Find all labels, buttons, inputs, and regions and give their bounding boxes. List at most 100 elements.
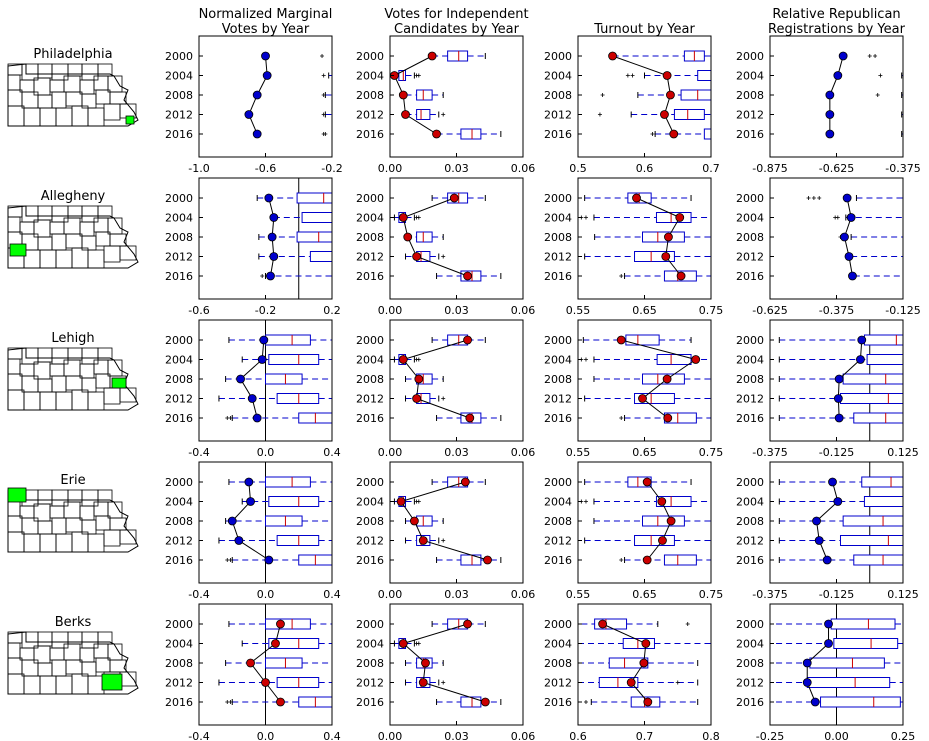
y-tick-label: 2008	[356, 231, 384, 244]
flier	[630, 73, 635, 78]
flier	[228, 558, 233, 562]
x-tick-label: 0.03	[444, 446, 469, 459]
flier	[675, 680, 680, 685]
county-point	[810, 697, 820, 707]
county-point	[412, 252, 422, 261]
y-tick-label: 2012	[356, 109, 384, 122]
county-point	[824, 639, 833, 648]
county-point	[463, 335, 472, 345]
y-tick-label: 2008	[544, 89, 572, 102]
y-tick-label: 2004	[736, 354, 764, 367]
x-tick-label: -0.125	[819, 588, 854, 601]
y-tick-label: 2000	[165, 192, 193, 205]
county-point	[691, 355, 701, 364]
box	[447, 50, 469, 62]
county-point	[465, 413, 475, 423]
box	[853, 412, 903, 424]
county-point	[825, 129, 835, 139]
county-point	[262, 71, 272, 80]
y-tick-label: 2004	[356, 70, 384, 83]
y-tick-label: 2012	[356, 677, 384, 690]
panel-erie-3: 2000 2004 2008 2012 2016 -0.375 -0.125 0.125	[736, 461, 919, 601]
county-point	[398, 213, 408, 222]
axes-frame	[769, 177, 904, 300]
county-point	[642, 555, 652, 565]
y-tick-label: 2000	[736, 334, 764, 347]
county-name: Erie	[60, 473, 85, 488]
box	[634, 535, 675, 546]
county-point	[267, 232, 277, 242]
y-tick-label: 2000	[736, 192, 764, 205]
county-point	[252, 90, 262, 100]
y-tick-label: 2016	[544, 270, 572, 283]
x-tick-label: -0.625	[819, 162, 854, 175]
box	[655, 496, 692, 507]
county-point	[409, 516, 419, 526]
x-tick-label: -0.2	[255, 304, 276, 317]
x-tick-label: 0.00	[378, 730, 403, 741]
flier	[597, 112, 602, 117]
box	[866, 354, 903, 365]
column-title: Votes for Independent	[384, 7, 528, 22]
box	[806, 677, 891, 688]
county-point	[626, 678, 636, 687]
x-tick-label: 0.0	[257, 446, 275, 459]
flier	[875, 93, 880, 97]
county-point	[236, 374, 245, 384]
box	[910, 193, 929, 203]
y-tick-label: 2000	[544, 618, 572, 631]
y-tick-label: 2008	[544, 373, 572, 386]
panel-berks-1: 2000 2004 2008 2012 2016 0.00 0.03 0.06	[356, 603, 535, 741]
county-point	[834, 374, 844, 384]
plot-area	[806, 193, 929, 281]
y-tick-label: 2008	[736, 515, 764, 528]
y-tick-label: 2004	[736, 638, 764, 651]
y-tick-label: 2000	[736, 50, 764, 63]
county-point	[427, 51, 437, 61]
y-tick-label: 2004	[544, 212, 572, 225]
y-tick-label: 2012	[165, 393, 193, 406]
x-tick-label: -1.0	[188, 162, 209, 175]
y-tick-label: 2016	[736, 270, 764, 283]
county-point	[669, 129, 679, 139]
y-tick-label: 2008	[736, 373, 764, 386]
x-tick-label: 0.6	[636, 162, 654, 175]
y-tick-label: 2000	[544, 50, 572, 63]
county-name: Philadelphia	[33, 47, 112, 62]
county-point	[643, 697, 653, 707]
y-tick-label: 2012	[165, 677, 193, 690]
flier	[811, 196, 816, 200]
y-tick-label: 2000	[544, 192, 572, 205]
box	[309, 251, 332, 262]
y-tick-label: 2004	[544, 354, 572, 367]
box	[656, 354, 692, 365]
box	[416, 231, 433, 243]
y-tick-label: 2008	[736, 231, 764, 244]
county-point	[814, 536, 824, 545]
y-tick-label: 2012	[165, 251, 193, 264]
county-point	[463, 271, 472, 281]
county-point	[662, 71, 672, 80]
box	[853, 554, 903, 566]
y-tick-label: 2016	[165, 412, 193, 425]
county-point	[641, 639, 651, 648]
box	[416, 89, 433, 101]
y-tick-label: 2008	[165, 231, 193, 244]
highlighted-county	[101, 673, 123, 691]
county-point	[675, 213, 685, 222]
county-point	[662, 374, 672, 384]
plot-area	[825, 51, 903, 139]
x-tick-label: 0.06	[511, 446, 536, 459]
box	[673, 109, 705, 120]
y-tick-label: 2012	[544, 109, 572, 122]
x-tick-label: 0.00	[378, 162, 403, 175]
y-tick-label: 2008	[356, 515, 384, 528]
county-point	[261, 678, 270, 687]
county-point	[838, 51, 848, 61]
county-point	[658, 536, 667, 545]
flier	[441, 680, 446, 685]
flier	[873, 54, 878, 58]
county-point	[276, 697, 285, 707]
county-point	[264, 555, 274, 565]
flier	[806, 196, 811, 200]
